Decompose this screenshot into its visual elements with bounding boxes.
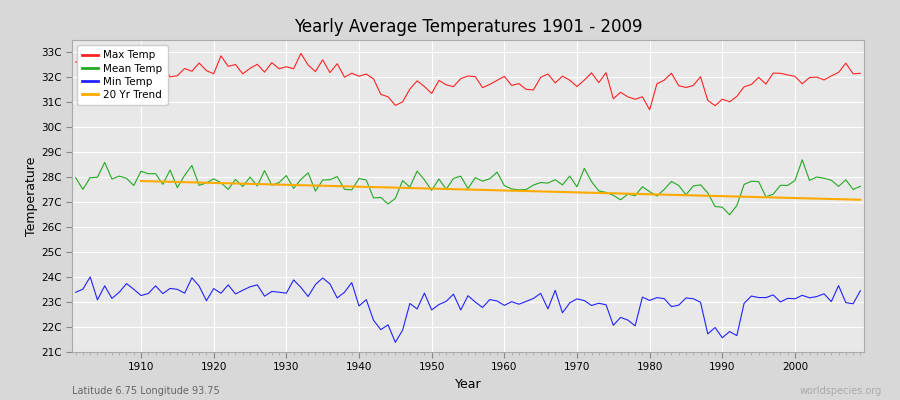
Y-axis label: Temperature: Temperature: [25, 156, 38, 236]
Text: Latitude 6.75 Longitude 93.75: Latitude 6.75 Longitude 93.75: [72, 386, 220, 396]
Title: Yearly Average Temperatures 1901 - 2009: Yearly Average Temperatures 1901 - 2009: [293, 18, 643, 36]
Legend: Max Temp, Mean Temp, Min Temp, 20 Yr Trend: Max Temp, Mean Temp, Min Temp, 20 Yr Tre…: [77, 45, 167, 105]
X-axis label: Year: Year: [454, 378, 482, 391]
Text: worldspecies.org: worldspecies.org: [800, 386, 882, 396]
